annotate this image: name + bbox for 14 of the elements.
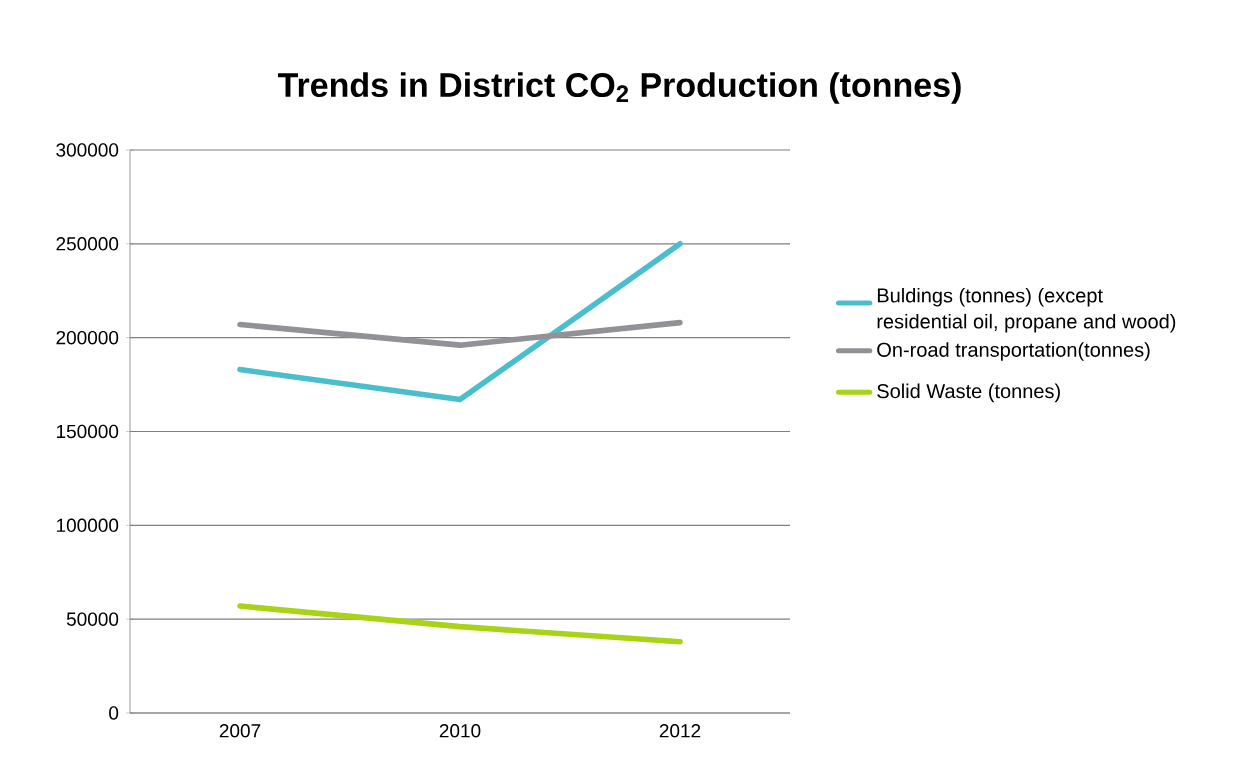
y-tick-label: 200000 — [56, 330, 119, 345]
y-tick-label: 300000 — [56, 143, 119, 157]
chart-title: Trends in District CO$_{2}$ Production (tonnes) — [277, 72, 961, 104]
x-tick-label: 2010 — [439, 724, 481, 738]
legend-label: Solid Waste (tonnes) — [877, 383, 1060, 403]
x-tick-label: 2007 — [219, 724, 261, 738]
legend-label: On-road transportation(tonnes) — [877, 342, 1150, 361]
y-tick-label: 0 — [109, 706, 119, 720]
y-tick-label: 150000 — [56, 424, 119, 439]
y-tick-label: 100000 — [56, 518, 119, 533]
legend-label: Buldings (tonnes) (except residential oil, propane and wood) — [877, 287, 1176, 333]
y-tick-label: 50000 — [66, 612, 119, 626]
x-tick-label: 2012 — [659, 724, 701, 738]
y-tick-label: 250000 — [56, 237, 119, 251]
